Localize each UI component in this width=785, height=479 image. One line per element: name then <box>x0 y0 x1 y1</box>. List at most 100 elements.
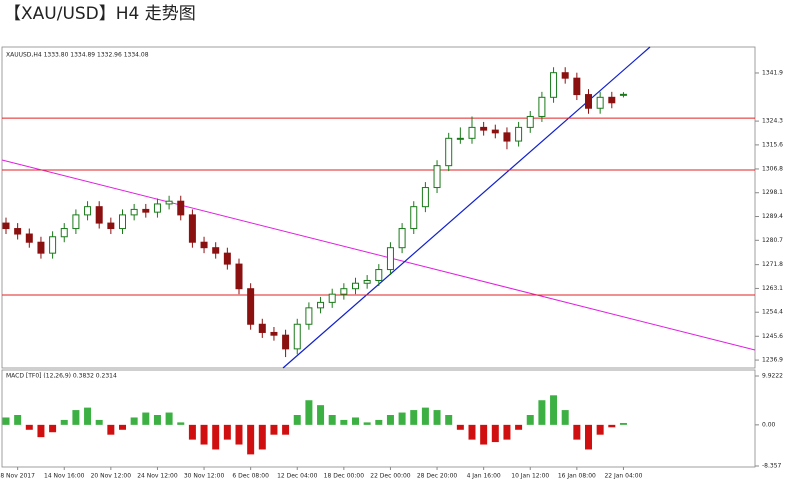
candle-body <box>84 206 92 216</box>
candle-body <box>305 307 313 325</box>
x-tick-label: 30 Nov 12:00 <box>184 473 225 479</box>
candle-body <box>107 222 115 230</box>
y-tick-label: 1306.8 <box>762 165 783 172</box>
macd-bar <box>386 415 394 425</box>
candle-body <box>270 331 278 336</box>
macd-bar <box>305 400 313 425</box>
candle-body <box>37 241 45 254</box>
macd-bar <box>561 410 569 425</box>
macd-bar <box>14 415 22 425</box>
candle-body <box>515 126 523 142</box>
macd-bar <box>247 424 255 455</box>
candle-body <box>596 96 604 109</box>
macd-bar <box>282 424 290 435</box>
candle-body <box>25 233 33 243</box>
macd-bar <box>72 410 80 425</box>
candle-body <box>375 269 383 282</box>
candle-body <box>130 208 138 216</box>
candle-body <box>119 214 126 230</box>
macd-bar <box>60 419 68 425</box>
macd-bar <box>340 419 348 425</box>
candle-body <box>153 203 161 213</box>
candle-body <box>14 228 22 235</box>
macd-bar <box>188 424 196 440</box>
macd-bar <box>608 424 616 428</box>
candle-body <box>235 263 243 290</box>
price-header: XAUUSD,H4 1333.80 1334.89 1332.96 1334.0… <box>6 52 149 59</box>
x-tick-label: 22 Jan 04:00 <box>604 473 642 479</box>
macd-bar <box>480 424 488 445</box>
macd-bar <box>49 424 57 433</box>
y-tick-label: 1254.4 <box>762 309 783 316</box>
macd-bar <box>2 417 10 425</box>
candle-body <box>538 96 546 117</box>
macd-bar <box>317 405 325 425</box>
candle-body <box>550 72 558 98</box>
x-tick-label: 24 Nov 12:00 <box>137 473 178 479</box>
macd-bar <box>433 410 441 425</box>
macd-frame <box>1 369 756 468</box>
candle-body <box>177 200 185 216</box>
candle-body <box>468 126 476 139</box>
candle-body <box>258 323 266 333</box>
macd-bar <box>398 412 406 425</box>
y-tick-label: 1315.6 <box>762 141 783 148</box>
y-tick-label: 1263.1 <box>762 285 783 292</box>
macd-bar <box>142 412 150 425</box>
candle-body <box>398 228 406 249</box>
macd-bar <box>165 412 173 425</box>
candle-body <box>561 72 569 79</box>
trendline <box>1 159 756 351</box>
trendline <box>282 46 651 369</box>
macd-bar <box>445 415 453 425</box>
candle-body <box>293 323 301 350</box>
candle-body <box>456 137 464 140</box>
macd-bar <box>270 424 278 435</box>
macd-bar <box>107 424 115 435</box>
macd-bar <box>619 422 627 425</box>
macd-bar <box>200 424 208 445</box>
macd-bar <box>130 417 138 425</box>
candle-body <box>526 115 534 128</box>
macd-bar <box>25 424 33 430</box>
macd-bar <box>37 424 45 438</box>
candle-body <box>363 280 371 284</box>
macd-bar <box>223 424 231 440</box>
x-tick-label: 16 Jan 08:00 <box>558 473 596 479</box>
macd-bar <box>293 415 301 425</box>
candle-body <box>317 301 325 309</box>
candle-body <box>212 247 220 254</box>
candle-body <box>433 165 441 189</box>
candle-body <box>165 200 173 205</box>
y-tick-label: 1324.3 <box>762 118 783 125</box>
candle-body <box>445 137 453 167</box>
macd-bar <box>352 417 359 425</box>
candle-body <box>573 77 581 96</box>
candle-body <box>352 282 359 290</box>
macd-bar <box>585 424 592 450</box>
macd-bar <box>526 415 534 425</box>
x-tick-label: 14 Nov 16:00 <box>44 473 85 479</box>
candle-body <box>585 94 592 109</box>
price-frame <box>1 46 756 369</box>
candle-body <box>491 129 499 134</box>
candle-body <box>619 93 627 96</box>
candle-body <box>188 214 196 243</box>
candle-body <box>410 206 418 230</box>
candle-body <box>480 126 488 131</box>
candle-body <box>503 132 511 142</box>
candle-body <box>328 293 336 303</box>
macd-bar <box>95 419 103 425</box>
candle-body <box>200 241 208 249</box>
macd-bar <box>515 424 523 430</box>
macd-bar <box>410 410 418 425</box>
candle-body <box>340 288 348 295</box>
macd-header: MACD [TF0] (12,26,9) 0.3832 0.2314 <box>6 373 117 380</box>
candle-body <box>247 288 255 325</box>
macd-bar <box>212 424 220 450</box>
y-tick-label: 1341.9 <box>762 69 783 76</box>
x-tick-label: 10 Jan 12:00 <box>511 473 549 479</box>
candle-body <box>72 214 80 230</box>
candle-body <box>95 206 103 224</box>
y-tick-label: 0.00 <box>762 421 776 428</box>
